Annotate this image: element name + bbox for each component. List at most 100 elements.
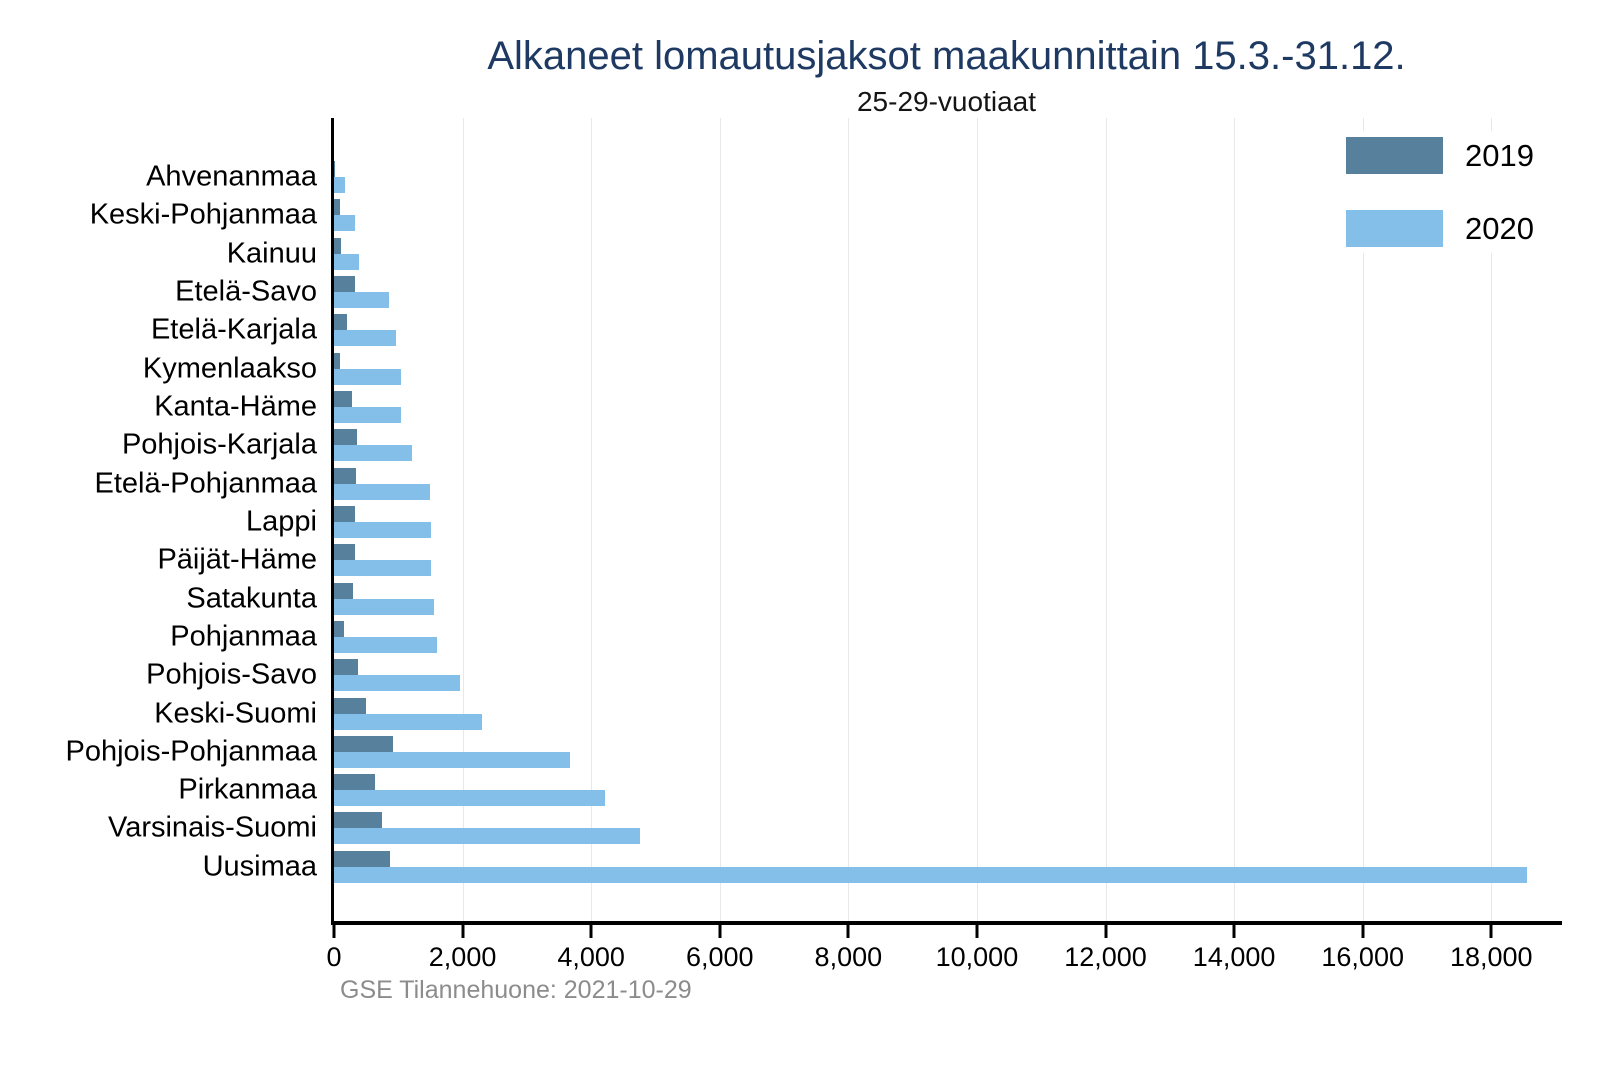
bar-row: Kymenlaakso xyxy=(143,350,1562,388)
x-tick xyxy=(718,925,722,938)
bar-2019 xyxy=(334,199,340,216)
bar-2020 xyxy=(334,253,360,270)
bar-2020 xyxy=(334,560,432,577)
bar-2020 xyxy=(334,828,640,845)
bar-row: Uusimaa xyxy=(203,848,1562,886)
bar-2020 xyxy=(334,675,460,692)
bar-2019 xyxy=(334,544,356,561)
bar-2019 xyxy=(334,735,394,752)
bar-row: Keski-Suomi xyxy=(154,694,1562,732)
bar-2019 xyxy=(334,659,359,676)
gridline xyxy=(591,118,593,921)
gridline xyxy=(1362,118,1364,921)
bar-2019 xyxy=(334,352,341,369)
gridline xyxy=(1491,118,1493,921)
gridline xyxy=(462,118,464,921)
bar-2019 xyxy=(334,850,390,867)
bar-row: Kainuu xyxy=(227,235,1562,273)
category-label: Etelä-Karjala xyxy=(150,313,317,346)
category-label: Pohjois-Karjala xyxy=(121,428,317,461)
bar-group xyxy=(334,659,1562,692)
x-tick xyxy=(846,925,850,938)
bar-2020 xyxy=(334,790,605,807)
x-tick xyxy=(975,925,979,938)
bar-group xyxy=(334,199,1562,232)
category-label: Pohjois-Pohjanmaa xyxy=(65,735,317,768)
x-tick xyxy=(332,925,336,938)
bar-row: Pohjois-Karjala xyxy=(122,426,1562,464)
legend: 2019 2020 xyxy=(1332,131,1592,253)
x-axis-ticks: 0 2,000 4,000 6,000 8,000 10,000 12,000 14,000 1… xyxy=(326,925,1562,995)
legend-label-2020: 2020 xyxy=(1465,210,1534,246)
x-tick-label: 6,000 xyxy=(685,942,754,972)
x-tick xyxy=(461,925,465,938)
bar-2019 xyxy=(334,505,355,522)
bar-group xyxy=(334,276,1562,309)
x-tick xyxy=(589,925,593,938)
bar-2019 xyxy=(334,467,356,484)
category-label: Päijät-Häme xyxy=(157,543,317,576)
category-label: Etelä-Savo xyxy=(175,275,317,308)
bar-group xyxy=(334,161,1562,194)
bar-2019 xyxy=(334,774,376,791)
bar-group xyxy=(334,467,1562,500)
legend-item-2019: 2019 xyxy=(1332,137,1592,174)
category-label: Varsinais-Suomi xyxy=(108,811,317,844)
legend-item-2020: 2020 xyxy=(1332,210,1592,247)
bar-2020 xyxy=(334,368,401,385)
legend-swatch-2019-icon xyxy=(1346,137,1443,174)
bar-group xyxy=(334,429,1562,462)
bar-2019 xyxy=(334,276,355,293)
x-tick xyxy=(1104,925,1108,938)
x-tick xyxy=(1361,925,1365,938)
category-label: Keski-Suomi xyxy=(154,697,317,730)
bar-2020 xyxy=(334,330,397,347)
bar-group xyxy=(334,352,1562,385)
bar-row: Varsinais-Suomi xyxy=(108,809,1562,847)
x-tick-label: 10,000 xyxy=(935,942,1019,972)
bar-2020 xyxy=(334,215,356,232)
bar-row: Keski-Pohjanmaa xyxy=(90,196,1562,234)
bar-row: Lappi xyxy=(246,503,1562,541)
bar-row: Etelä-Karjala xyxy=(151,311,1562,349)
bar-group xyxy=(334,620,1562,653)
x-tick-label: 16,000 xyxy=(1321,942,1404,972)
bar-2019 xyxy=(334,237,342,254)
bar-rows: Ahvenanmaa Keski-Pohjanmaa Kainuu Etelä-Sav… xyxy=(66,158,1562,886)
bar-group xyxy=(334,735,1562,768)
bar-2020 xyxy=(334,445,413,462)
category-label: Kymenlaakso xyxy=(142,352,317,385)
gridline xyxy=(1234,118,1236,921)
legend-swatch-2020-icon xyxy=(1346,210,1443,247)
bar-group xyxy=(334,544,1562,577)
bar-row: Satakunta xyxy=(186,579,1562,617)
category-label: Keski-Pohjanmaa xyxy=(89,198,317,231)
bar-row: Päijät-Häme xyxy=(157,541,1562,579)
chart-title: Alkaneet lomautusjaksot maakunnittain 15… xyxy=(487,34,1406,78)
category-label: Pohjois-Savo xyxy=(146,658,317,691)
category-label: Satakunta xyxy=(186,582,317,615)
bar-group xyxy=(334,314,1562,347)
bar-2019 xyxy=(334,391,352,408)
bar-2020 xyxy=(334,292,390,309)
category-label: Ahvenanmaa xyxy=(146,160,317,193)
bar-2020 xyxy=(334,483,430,500)
bar-row: Etelä-Savo xyxy=(175,273,1562,311)
bar-2019 xyxy=(334,429,358,446)
bar-2020 xyxy=(334,866,1527,883)
bar-2020 xyxy=(334,713,482,730)
x-tick-label: 4,000 xyxy=(557,942,625,972)
bar-2019 xyxy=(334,582,354,599)
x-tick xyxy=(1489,925,1493,938)
plot-area: Ahvenanmaa Keski-Pohjanmaa Kainuu Etelä-Sav… xyxy=(66,118,1562,925)
x-tick-label: 14,000 xyxy=(1192,942,1276,972)
bar-group xyxy=(334,582,1562,615)
chart-subtitle: 25-29-vuotiaat xyxy=(856,86,1036,117)
bar-group xyxy=(334,774,1562,807)
bar-group xyxy=(334,812,1562,845)
category-label: Pirkanmaa xyxy=(178,773,317,806)
bar-2020 xyxy=(334,177,345,194)
bar-2019 xyxy=(334,620,344,637)
bar-2020 xyxy=(334,636,437,653)
